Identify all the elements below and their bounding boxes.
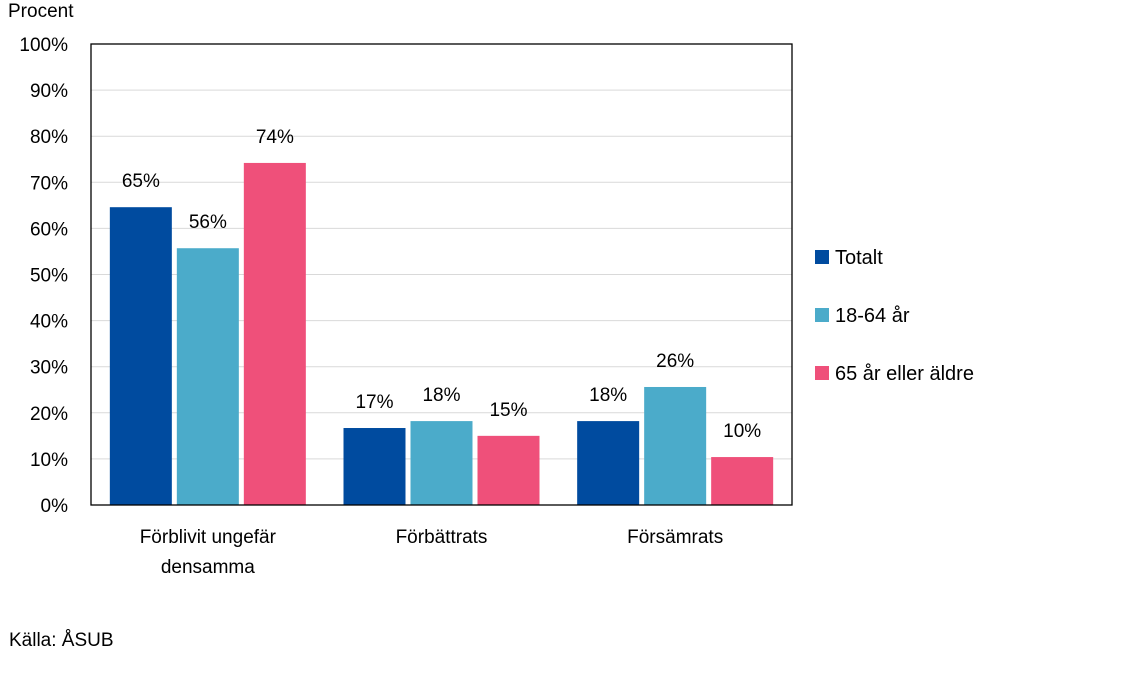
- legend-swatch: [815, 308, 829, 322]
- legend-label: Totalt: [835, 247, 883, 269]
- data-label: 15%: [489, 400, 527, 421]
- y-tick-label: 90%: [30, 81, 68, 102]
- bar: [577, 421, 640, 505]
- bar: [109, 207, 172, 505]
- plot-frame: [90, 43, 793, 506]
- y-tick-label: 0%: [41, 496, 69, 517]
- source-note: Källa: ÅSUB: [9, 630, 114, 651]
- legend-swatch: [815, 250, 829, 264]
- bar: [243, 162, 306, 506]
- data-label: 18%: [589, 385, 627, 406]
- bar: [711, 457, 774, 505]
- legend-swatch: [815, 366, 829, 380]
- data-label: 26%: [656, 351, 694, 372]
- x-tick-label: Försämrats: [627, 527, 723, 548]
- y-tick-label: 20%: [30, 404, 68, 425]
- x-tick-label: Förblivit ungefär: [140, 527, 277, 548]
- bar-chart: 0% 10% 20% 30% 40% 50% 60% 70% 80% 90% 100% Procent…: [8, 1, 974, 578]
- legend-label: 18-64 år: [835, 305, 910, 327]
- y-tick-label: 100%: [19, 35, 68, 56]
- data-label: 10%: [723, 421, 761, 442]
- bar: [477, 435, 540, 505]
- bar: [343, 428, 406, 505]
- data-label: 56%: [189, 212, 227, 233]
- bar: [644, 386, 707, 505]
- y-tick-label: 70%: [30, 173, 68, 194]
- bar: [410, 421, 473, 505]
- x-tick-label: densamma: [161, 557, 255, 578]
- data-label: 74%: [256, 127, 294, 148]
- data-label: 17%: [355, 392, 393, 413]
- y-tick-label: 40%: [30, 312, 68, 333]
- bar: [176, 248, 239, 505]
- y-tick-label: 80%: [30, 127, 68, 148]
- y-tick-label: 10%: [30, 450, 68, 471]
- legend-label: 65 år eller äldre: [835, 363, 974, 385]
- data-label: 65%: [122, 171, 160, 192]
- y-tick-label: 30%: [30, 358, 68, 379]
- y-axis-title: Procent: [8, 1, 74, 22]
- x-tick-label: Förbättrats: [396, 527, 488, 548]
- y-tick-label: 50%: [30, 266, 68, 287]
- data-label: 18%: [422, 385, 460, 406]
- y-tick-label: 60%: [30, 219, 68, 240]
